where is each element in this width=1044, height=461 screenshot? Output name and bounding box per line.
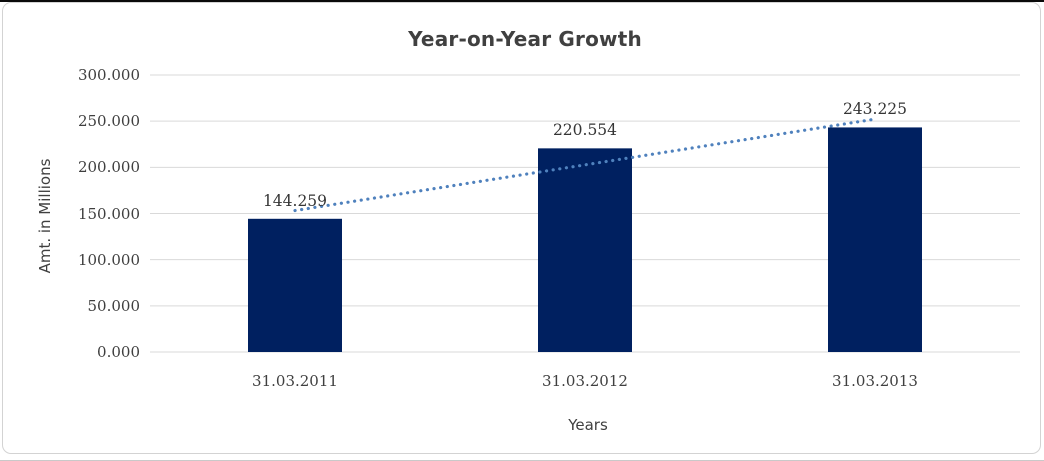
data-label: 220.554 (552, 121, 618, 140)
bar-31.03.2011 (248, 218, 342, 352)
y-tick-label: 300.000 (77, 66, 140, 84)
data-label: 243.225 (842, 100, 908, 119)
x-axis-title: Years (568, 416, 608, 434)
y-tick-label: 150.000 (77, 204, 140, 223)
y-tick-label: 250.000 (77, 112, 140, 131)
y-tick-label: 0.000 (97, 343, 140, 361)
y-tick-label: 50.000 (87, 296, 141, 315)
x-tick-label: 31.03.2012 (542, 372, 628, 390)
y-tick-label: 100.000 (77, 250, 140, 269)
chart-frame: Year-on-Year Growth Amt. in Millions Yea… (2, 2, 1041, 454)
bar-31.03.2013 (828, 127, 922, 353)
top-border-line (0, 0, 1044, 2)
x-tick-label: 31.03.2013 (832, 372, 918, 390)
data-label: 144.259 (262, 191, 328, 210)
y-tick-label: 200.000 (77, 158, 140, 177)
chart-title: Year-on-Year Growth (408, 27, 642, 51)
bar-31.03.2012 (538, 148, 632, 352)
trendline (293, 117, 877, 213)
x-tick-label: 31.03.2011 (252, 372, 338, 390)
